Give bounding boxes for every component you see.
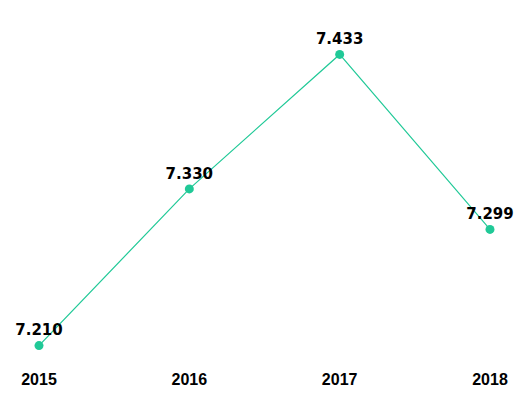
svg-text:2018: 2018 xyxy=(472,371,508,388)
svg-text:2017: 2017 xyxy=(322,371,358,388)
svg-text:2016: 2016 xyxy=(172,371,208,388)
svg-text:7.299: 7.299 xyxy=(466,205,513,223)
svg-text:7.433: 7.433 xyxy=(316,30,363,48)
svg-text:7.210: 7.210 xyxy=(15,321,62,339)
svg-text:7.330: 7.330 xyxy=(166,165,213,183)
svg-text:2015: 2015 xyxy=(21,371,57,388)
